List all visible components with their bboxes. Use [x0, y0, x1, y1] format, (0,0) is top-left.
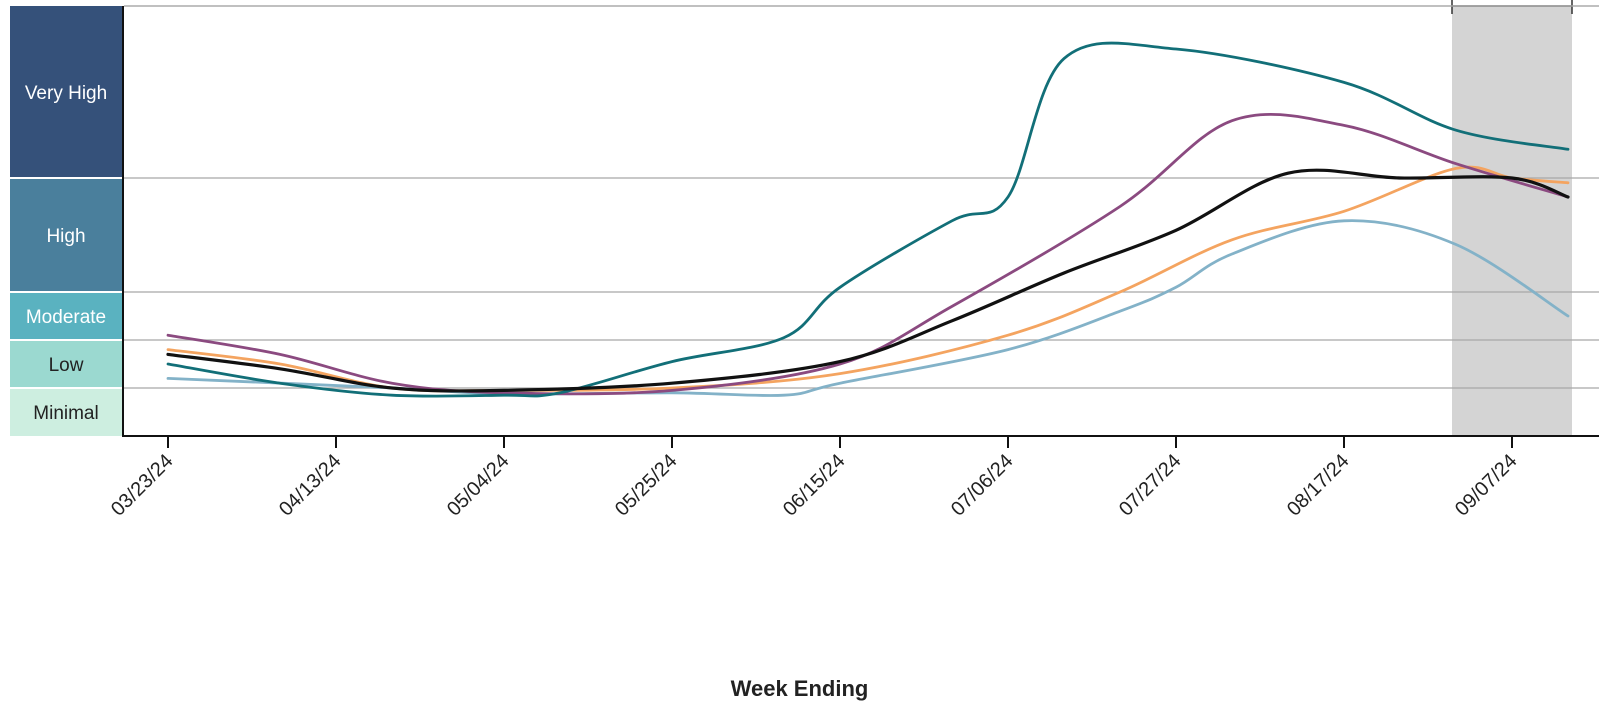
level-label-moderate: Moderate — [26, 307, 106, 328]
x-tick-label: 09/07/24 — [1451, 450, 1522, 521]
series-line-1 — [166, 41, 1570, 398]
activity-level-bands: Minimal Low Moderate High Very High — [10, 6, 122, 436]
level-label-high: High — [46, 226, 85, 247]
axes: 03/23/24 04/13/24 05/04/24 05/25/24 06/15/24… — [107, 5, 1599, 521]
level-label-minimal: Minimal — [33, 403, 98, 424]
level-band-low — [10, 340, 122, 388]
series-line-4 — [166, 165, 1570, 393]
x-tick-label: 05/04/24 — [443, 450, 514, 521]
x-tick-label: 03/23/24 — [107, 450, 178, 521]
level-band-high — [10, 178, 122, 292]
level-band-very-high — [10, 6, 122, 178]
series-line-2 — [166, 112, 1570, 396]
x-tick-label: 05/25/24 — [611, 450, 682, 521]
x-axis-title: Week Ending — [730, 676, 869, 701]
series-layer — [166, 41, 1570, 398]
level-label-low: Low — [49, 355, 84, 376]
shaded-region-layer — [1451, 0, 1573, 436]
x-tick-label: 08/17/24 — [1283, 450, 1354, 521]
x-tick-label: 06/15/24 — [779, 450, 850, 521]
x-tick-label: 07/27/24 — [1115, 450, 1186, 521]
shaded-region — [1452, 6, 1572, 436]
level-band-minimal — [10, 388, 122, 436]
level-label-very-high: Very High — [25, 83, 107, 104]
x-tick-label: 07/06/24 — [947, 450, 1018, 521]
series-line-3 — [166, 168, 1570, 393]
x-tick-label: 04/13/24 — [275, 450, 346, 521]
level-band-moderate — [10, 292, 122, 340]
